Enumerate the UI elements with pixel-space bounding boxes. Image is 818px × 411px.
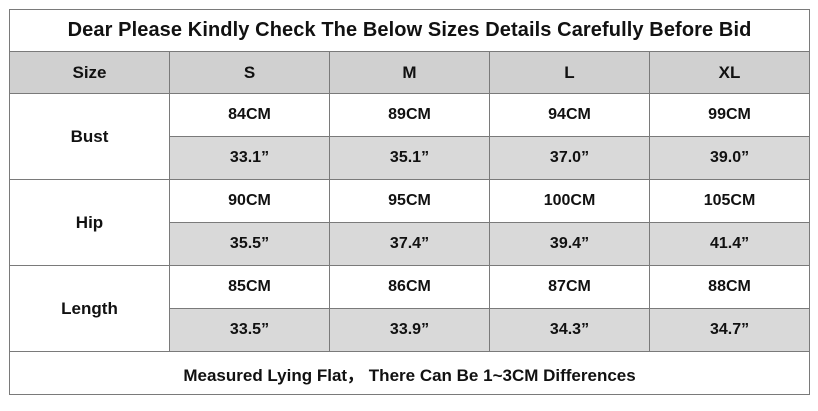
cell-inch: 33.9” — [329, 308, 490, 352]
cell-inch: 39.0” — [648, 136, 811, 180]
size-header-l: L — [489, 51, 650, 94]
row-label-hip: Hip — [9, 179, 170, 266]
row-label-length: Length — [9, 265, 170, 352]
table-row: Bust 84CM 89CM 94CM 99CM — [9, 93, 811, 180]
table-title: Dear Please Kindly Check The Below Sizes… — [8, 9, 811, 52]
cell-cm: 89CM — [329, 93, 490, 137]
cell-inch: 33.5” — [169, 308, 330, 352]
cell-cm: 85CM — [169, 265, 330, 309]
cell-inch: 33.1” — [169, 136, 330, 180]
header-row: Size S M L XL — [9, 51, 811, 94]
cell-inch: 41.4” — [648, 222, 811, 266]
table-row: 33.1” 35.1” 37.0” 39.0” — [10, 136, 811, 180]
cell-cm: 99CM — [648, 93, 811, 137]
table-row: 33.5” 33.9” 34.3” 34.7” — [10, 308, 811, 352]
size-table: Dear Please Kindly Check The Below Sizes… — [8, 9, 811, 395]
cell-inch: 37.0” — [489, 136, 650, 180]
cell-cm: 94CM — [489, 93, 650, 137]
cell-cm: 86CM — [329, 265, 490, 309]
title-row: Dear Please Kindly Check The Below Sizes… — [8, 9, 811, 52]
row-label-bust: Bust — [9, 93, 170, 180]
size-header-s: S — [169, 51, 330, 94]
cell-cm: 90CM — [169, 179, 330, 223]
size-header-m: M — [329, 51, 490, 94]
cell-cm: 87CM — [489, 265, 650, 309]
cell-inch: 34.3” — [489, 308, 650, 352]
footer-note: Measured Lying Flat， There Can Be 1~3CM … — [8, 351, 811, 395]
table-row: 35.5” 37.4” 39.4” 41.4” — [10, 222, 811, 266]
cell-inch: 39.4” — [489, 222, 650, 266]
cell-inch: 35.1” — [329, 136, 490, 180]
table-row: Length 85CM 86CM 87CM 88CM — [9, 265, 811, 352]
cell-inch: 37.4” — [329, 222, 490, 266]
cell-cm: 100CM — [489, 179, 650, 223]
cell-inch: 34.7” — [648, 308, 811, 352]
size-chart: Dear Please Kindly Check The Below Sizes… — [8, 9, 811, 397]
cell-inch: 35.5” — [169, 222, 330, 266]
cell-cm: 88CM — [648, 265, 811, 309]
cell-cm: 95CM — [329, 179, 490, 223]
table-row: Hip 90CM 95CM 100CM 105CM — [9, 179, 811, 266]
cell-cm: 84CM — [169, 93, 330, 137]
cell-cm: 105CM — [648, 179, 811, 223]
footer-row: Measured Lying Flat， There Can Be 1~3CM … — [8, 351, 811, 395]
size-header-xl: XL — [648, 51, 811, 94]
size-column-header: Size — [9, 51, 170, 94]
